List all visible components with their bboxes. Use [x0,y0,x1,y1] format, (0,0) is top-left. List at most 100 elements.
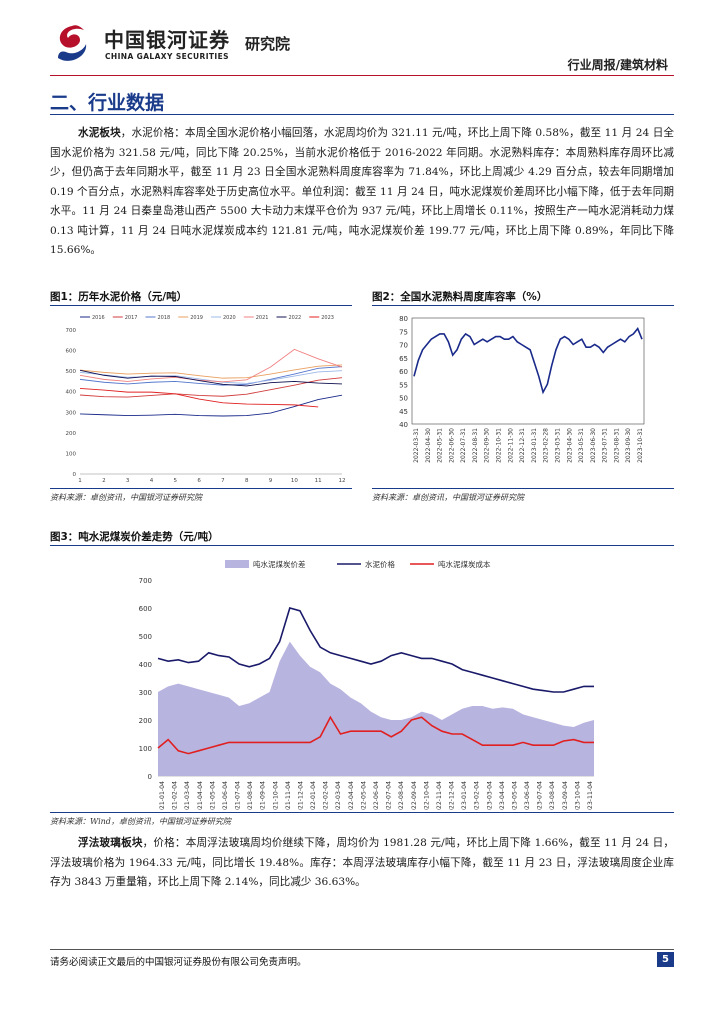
x-tick-label: 2022-04-30 [425,428,432,463]
x-tick-label: 2021-01-04 [159,781,166,810]
x-tick-label: 7 [221,478,225,484]
x-tick-label: 3 [126,478,130,484]
x-tick-label: 2 [102,478,106,484]
x-tick-label: 2023-08-04 [549,781,556,810]
x-tick-label: 2022-01-04 [310,781,317,810]
legend-label: 水泥价格 [365,559,395,569]
y-tick-label: 700 [139,577,152,585]
legend-label: 2019 [190,315,203,321]
x-tick-label: 2023-08-31 [613,428,620,463]
x-tick-label: 2021-06-04 [222,781,229,810]
fig1-source: 资料来源：卓创资讯，中国银河证券研究院 [50,493,202,502]
x-tick-label: 2022-04-04 [348,781,355,810]
x-tick-label: 2022-02-04 [323,781,330,810]
x-tick-label: 2022-05-04 [360,781,367,810]
fig2-title: 图2：全国水泥熟料周度库容率（%） [372,291,548,303]
x-tick-label: 2022-06-04 [373,781,380,810]
x-tick-label: 2021-09-04 [260,781,267,810]
series-line-2018 [79,366,343,386]
x-tick-label: 2023-07-31 [602,428,609,463]
fig1-bottom-rule [50,488,352,489]
series-line-coal-cost [157,715,594,755]
series-line-cement-price [157,607,594,693]
legend-label: 2020 [223,315,236,321]
x-tick-label: 2021-03-04 [184,781,191,810]
y-tick-label: 55 [399,381,408,389]
y-tick-label: 700 [66,328,77,334]
x-tick-label: 2021-08-04 [247,781,254,810]
x-tick-label: 2023-05-31 [578,428,585,463]
legend-swatch [225,560,249,568]
report-type: 行业周报/建筑材料 [567,58,668,72]
fig1-title-rule [50,305,352,306]
fig3-chart: 0 100 200 300 400 500 600 700 2021-01-04 2021-02-… [139,559,594,810]
x-tick-label: 2022-03-31 [413,428,420,463]
y-tick-label: 100 [139,745,152,753]
page-header: 中国银河证券 CHINA GALAXY SECURITIES 研究院 行业周报/… [0,0,724,78]
y-tick-label: 45 [399,408,408,416]
x-tick-label: 2023-01-31 [531,428,538,463]
y-tick-label: 75 [399,328,408,336]
x-tick-label: 2022-07-04 [386,781,393,810]
y-tick-label: 50 [399,395,408,403]
footer-divider [50,949,674,950]
x-tick-label: 2022-11-04 [436,781,443,810]
header-divider [50,75,674,76]
x-tick-label: 2023-04-04 [499,781,506,810]
fig2-chart: 40 45 50 55 60 65 70 75 80 2022-03-31 2022-04-30 20… [399,315,645,463]
y-tick-label: 300 [66,410,77,416]
x-tick-label: 2022-09-30 [484,428,491,463]
x-tick-label: 2023-05-04 [511,781,518,810]
series-area-spread [158,641,594,776]
institute-name: 研究院 [245,35,291,53]
x-tick-label: 2021-05-04 [209,781,216,810]
glass-label: 浮法玻璃板块 [78,837,143,849]
x-tick-label: 2021-12-04 [297,781,304,810]
legend-label: 2021 [256,315,269,321]
x-tick-label: 2023-09-04 [562,781,569,810]
glass-paragraph: 浮法玻璃板块，价格：本周浮法玻璃周均价继续下降，周均价为 1981.28 元/吨… [50,834,674,893]
x-tick-label: 2023-10-04 [574,781,581,810]
legend-label: 吨水泥煤炭价差 [253,559,306,569]
x-tick-label: 10 [291,478,298,484]
y-tick-label: 100 [66,451,77,457]
footer-disclaimer: 请务必阅读正文最后的中国银河证券股份有限公司免责声明。 [50,957,307,968]
x-tick-label: 2022-06-30 [448,428,455,463]
x-tick-label: 6 [197,478,201,484]
page-number: 5 [657,952,674,967]
x-tick-label: 2023-04-30 [566,428,573,463]
y-tick-label: 80 [399,315,408,323]
section-divider [50,114,674,115]
y-tick-label: 400 [66,390,77,396]
fig3-source: 资料来源：Wind，卓创资讯，中国银河证券研究院 [50,817,231,826]
x-tick-label: 2022-10-04 [423,781,430,810]
x-tick-label: 2023-09-30 [625,428,632,463]
fig3-bottom-rule [50,812,674,813]
company-name-cn: 中国银河证券 [104,28,230,52]
section-title: 二、行业数据 [50,92,165,114]
series-line-2021 [79,348,343,383]
x-tick-label: 2023-07-04 [537,781,544,810]
galaxy-logo-icon [58,25,87,61]
x-tick-label: 2022-12-31 [519,428,526,463]
y-tick-label: 60 [399,368,408,376]
y-tick-label: 70 [399,342,408,350]
fig2-source: 资料来源：卓创资讯，中国银河证券研究院 [372,493,524,502]
series-line-2019 [79,364,343,379]
y-tick-label: 600 [66,349,77,355]
fig3-title: 图3：吨水泥煤炭价差走势（元/吨） [50,531,219,543]
x-tick-label: 2023-02-28 [543,428,550,463]
y-tick-label: 600 [139,605,152,613]
x-tick-label: 2022-12-04 [449,781,456,810]
x-tick-label: 2022-08-04 [398,781,405,810]
y-tick-label: 200 [139,717,152,725]
x-tick-label: 11 [315,478,322,484]
legend-label: 吨水泥煤炭成本 [438,559,491,569]
y-tick-label: 500 [66,369,77,375]
y-tick-label: 200 [66,431,77,437]
x-tick-label: 2022-03-04 [335,781,342,810]
x-tick-label: 4 [150,478,154,484]
x-tick-label: 2022-10-31 [496,428,503,463]
x-tick-label: 2021-07-04 [235,781,242,810]
